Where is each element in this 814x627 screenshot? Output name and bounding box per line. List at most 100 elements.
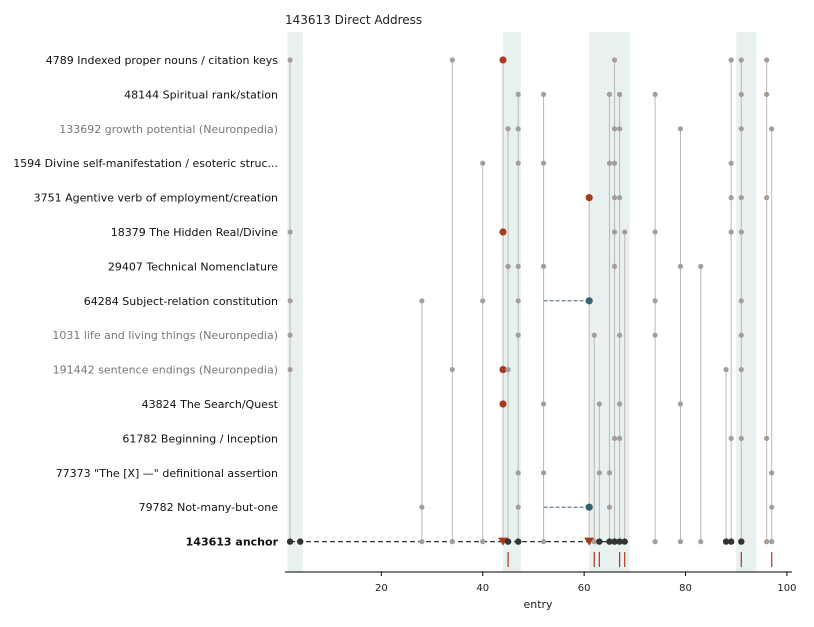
data-point	[606, 91, 613, 97]
row-label: 29407 Technical Nomenclature	[108, 260, 278, 273]
data-point	[738, 435, 744, 441]
data-point	[287, 298, 293, 304]
row-label: 64284 Subject-relation constitution	[84, 295, 278, 308]
data-point	[611, 160, 618, 166]
data-point	[419, 298, 425, 304]
data-points	[286, 56, 775, 546]
data-point	[617, 332, 623, 338]
highlight-band	[287, 32, 303, 572]
data-point	[596, 470, 602, 476]
data-point	[515, 332, 521, 338]
data-point	[728, 160, 734, 166]
data-point	[617, 91, 623, 97]
data-point	[505, 367, 511, 373]
anchor-point	[504, 538, 512, 545]
data-point	[652, 332, 658, 338]
data-point	[540, 470, 547, 476]
data-point	[480, 160, 486, 166]
chart-title: 143613 Direct Address	[285, 13, 422, 27]
anchor-point	[515, 538, 522, 545]
data-point	[728, 57, 734, 63]
highlight-point	[499, 400, 507, 408]
highlight-band	[503, 32, 521, 572]
data-point	[540, 401, 547, 407]
data-point	[505, 263, 511, 269]
data-point	[611, 126, 618, 132]
row-label: 18379 The Hidden Real/Divine	[111, 226, 278, 239]
data-point	[540, 160, 547, 166]
data-point	[419, 504, 425, 510]
anchor-point	[722, 538, 730, 545]
row-label: 61782 Beginning / Inception	[122, 432, 278, 445]
anchor-point	[616, 538, 623, 545]
data-point	[769, 470, 775, 476]
data-point	[677, 126, 684, 132]
data-point	[287, 332, 293, 338]
data-point	[287, 229, 293, 235]
data-point	[738, 195, 744, 201]
data-point	[611, 229, 618, 235]
data-point	[652, 91, 658, 97]
data-point	[515, 91, 521, 97]
data-point	[652, 298, 658, 304]
row-labels: 4789 Indexed proper nouns / citation key…	[13, 54, 278, 549]
data-point	[738, 367, 744, 373]
data-point	[769, 539, 775, 545]
data-point	[723, 367, 729, 373]
anchor-point	[727, 538, 735, 545]
data-point	[606, 504, 613, 510]
row-label: 77373 "The [X] —" definitional assertion	[56, 467, 278, 480]
data-point	[738, 229, 744, 235]
highlight-point	[585, 194, 593, 202]
anchor-point	[738, 538, 745, 545]
data-point	[449, 367, 455, 373]
x-tick-label: 60	[578, 583, 591, 594]
data-point	[480, 539, 486, 545]
data-point	[611, 195, 618, 201]
row-label: 143613 anchor	[186, 536, 279, 549]
data-point	[764, 91, 770, 97]
data-point	[449, 57, 455, 63]
row-label: 1031 life and living things (Neuronpedia…	[52, 329, 278, 342]
data-point	[449, 539, 455, 545]
anchor-point	[297, 538, 304, 545]
data-point	[698, 539, 704, 545]
stem-lines	[289, 60, 773, 542]
data-point	[611, 435, 618, 441]
x-tick-label: 80	[679, 583, 692, 594]
row-label: 133692 growth potential (Neuronpedia)	[59, 123, 278, 136]
data-point	[677, 539, 684, 545]
data-point	[764, 195, 770, 201]
row-label: 3751 Agentive verb of employment/creatio…	[34, 192, 278, 205]
data-point	[540, 539, 547, 545]
data-point	[677, 263, 684, 269]
data-point	[738, 298, 744, 304]
data-point	[622, 229, 628, 235]
data-point	[611, 57, 618, 63]
anchor-highlight-marker	[584, 537, 595, 546]
row-label: 1594 Divine self-manifestation / esoteri…	[13, 157, 278, 170]
anchor-point	[611, 538, 618, 545]
data-point	[764, 435, 770, 441]
linked-point	[585, 503, 593, 511]
rug-marks	[507, 552, 773, 567]
data-point	[515, 470, 521, 476]
data-point	[698, 263, 704, 269]
data-point	[677, 401, 684, 407]
row-label: 4789 Indexed proper nouns / citation key…	[46, 54, 278, 67]
highlight-point	[499, 56, 507, 64]
data-point	[738, 332, 744, 338]
data-point	[505, 126, 511, 132]
linked-point	[585, 297, 593, 305]
anchor-point	[286, 538, 294, 545]
data-point	[596, 401, 602, 407]
anchor-point	[596, 538, 603, 545]
data-point	[728, 195, 734, 201]
x-axis-label: entry	[523, 598, 553, 611]
data-point	[617, 126, 623, 132]
data-point	[769, 126, 775, 132]
data-point	[419, 539, 425, 545]
data-point	[738, 57, 744, 63]
data-point	[738, 126, 744, 132]
